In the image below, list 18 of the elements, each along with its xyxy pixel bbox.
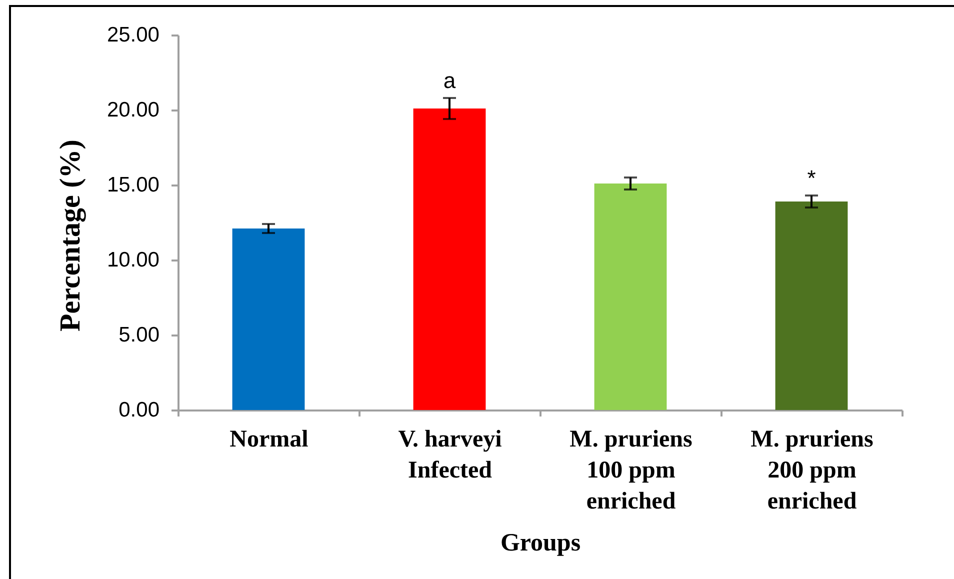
bar	[232, 228, 305, 410]
x-axis-title: Groups	[500, 530, 581, 556]
x-tick-label: M. pruriens 100 ppm enriched	[570, 426, 692, 514]
bar	[594, 184, 667, 410]
x-tick-label: M. pruriens 200 ppm enriched	[750, 426, 874, 514]
bar	[413, 108, 486, 410]
y-tick-label: 15.00	[106, 174, 160, 196]
y-tick-label: 5.00	[118, 324, 160, 346]
y-axis-title: Percentage (%)	[54, 140, 86, 332]
annotation: *	[807, 166, 816, 190]
y-tick-label: 25.00	[106, 24, 160, 46]
y-tick-label: 20.00	[106, 98, 160, 122]
y-tick-label: 0.00	[118, 398, 160, 422]
y-tick-label: 10.00	[106, 248, 160, 272]
bar	[775, 202, 848, 410]
x-tick-label: V. harveyi Infected	[398, 426, 502, 484]
annotation: a	[443, 68, 456, 93]
x-tick-label: Normal	[230, 426, 309, 452]
